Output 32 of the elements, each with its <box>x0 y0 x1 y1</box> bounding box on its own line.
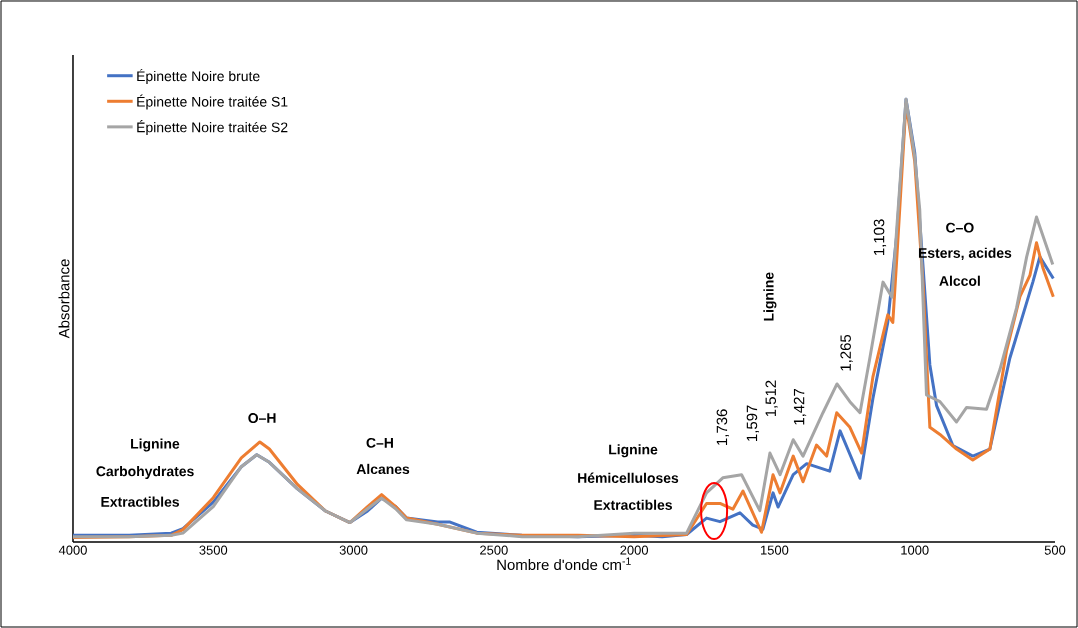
annotation: C–H <box>366 437 393 448</box>
annotation: Carbohydrates <box>96 465 194 479</box>
annotation: Extractibles <box>101 496 180 507</box>
x-tick-label: 1000 <box>901 545 929 555</box>
x-tick-label: 1500 <box>761 545 789 555</box>
annotation: 1,427 <box>793 389 807 425</box>
legend-label: Épinette Noire traitée S1 <box>137 94 288 110</box>
legend-label: Épinette Noire brute <box>137 68 260 84</box>
annotation: Lignine <box>609 444 658 458</box>
x-tick-label: 2500 <box>480 545 508 555</box>
annotation: 1,512 <box>765 380 778 417</box>
x-tick-label: 3000 <box>339 545 368 555</box>
annotation: 1,597 <box>746 405 759 441</box>
annotation: Esters, acides <box>918 247 1012 260</box>
y-axis-title: Absorbance <box>58 259 70 339</box>
annotation: O–H <box>248 413 276 423</box>
annotation: 1,736 <box>716 409 729 445</box>
x-tick-label: 2000 <box>620 545 649 555</box>
x-axis-title: Nombre d'onde cm$^{-1}$ <box>497 557 631 571</box>
annotation: 1,103 <box>873 219 887 255</box>
x-tick-label: 500 <box>1044 545 1066 555</box>
legend-label: Épinette Noire traitée S2 <box>137 120 288 136</box>
x-tick-label: 4000 <box>58 545 87 555</box>
annotation: Alcanes <box>356 463 410 475</box>
annotation: C–O <box>946 222 974 233</box>
annotation: Hémicelluloses <box>578 472 679 483</box>
annotation: Lignine <box>131 438 180 452</box>
annotation: Alccol <box>939 275 980 286</box>
annotation: Lignine <box>763 272 777 321</box>
annotation: Extractibles <box>594 499 672 510</box>
x-tick-label: 3500 <box>199 545 228 555</box>
annotation: 1,265 <box>840 334 853 371</box>
